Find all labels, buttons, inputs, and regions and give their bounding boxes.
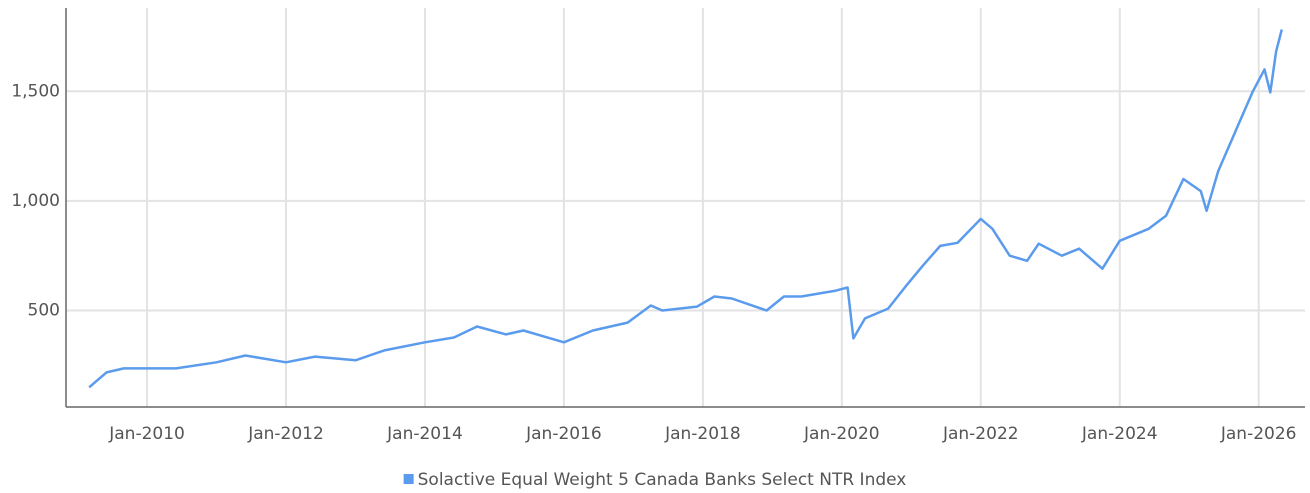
legend-swatch bbox=[403, 474, 414, 484]
x-tick-label: Jan-2010 bbox=[108, 424, 185, 444]
x-tick-label: Jan-2022 bbox=[942, 424, 1019, 444]
y-tick-label: 500 bbox=[28, 301, 60, 321]
x-tick-label: Jan-2018 bbox=[664, 424, 741, 444]
x-tick-label: Jan-2014 bbox=[386, 424, 463, 444]
line bbox=[88, 29, 1284, 389]
x-tick-label: Jan-2026 bbox=[1220, 424, 1297, 444]
x-tick-label: Jan-2012 bbox=[247, 424, 324, 444]
x-tick-label: Jan-2016 bbox=[525, 424, 602, 444]
x-tick-label: Jan-2020 bbox=[803, 424, 880, 444]
x-tick-label: Jan-2024 bbox=[1081, 424, 1158, 444]
y-tick-label: 1,500 bbox=[11, 81, 60, 101]
y-tick-label: 1,000 bbox=[11, 191, 60, 211]
legend-label: Solactive Equal Weight 5 Canada Banks Se… bbox=[418, 470, 907, 490]
